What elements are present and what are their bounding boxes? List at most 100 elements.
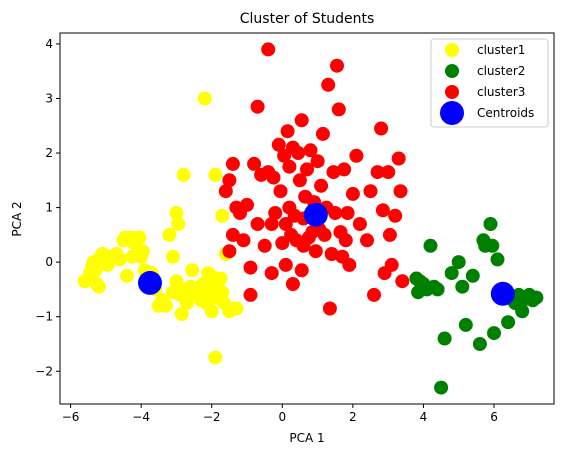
data-point-cluster3 (367, 287, 381, 302)
centroid-point (303, 202, 328, 227)
data-point-cluster2 (487, 326, 501, 341)
data-point-cluster2 (515, 304, 530, 319)
data-point-cluster3 (308, 244, 323, 259)
data-point-cluster3 (395, 274, 410, 289)
x-tick-label: 2 (349, 410, 357, 424)
centroid-point (138, 270, 162, 295)
data-point-cluster1 (88, 263, 103, 278)
legend-marker (445, 43, 459, 57)
legend-label: Centroids (477, 106, 534, 120)
data-point-cluster2 (451, 255, 466, 270)
x-tick-label: 6 (490, 410, 498, 424)
data-point-cluster3 (271, 137, 286, 152)
data-point-cluster3 (261, 42, 276, 57)
data-point-cluster3 (322, 301, 337, 316)
data-point-cluster3 (381, 165, 396, 180)
data-point-cluster3 (218, 184, 233, 199)
data-point-cluster1 (169, 206, 184, 220)
data-point-cluster1 (208, 350, 223, 365)
data-point-cluster1 (174, 307, 189, 321)
data-point-cluster1 (213, 271, 228, 286)
legend-label: cluster1 (477, 43, 525, 57)
data-point-cluster3 (374, 121, 389, 136)
data-point-cluster3 (264, 217, 279, 231)
data-point-cluster3 (273, 184, 288, 199)
data-point-cluster3 (328, 206, 343, 220)
data-point-cluster3 (243, 260, 258, 275)
data-point-cluster3 (303, 143, 318, 158)
legend-marker (445, 85, 459, 99)
x-tick-label: 4 (420, 410, 428, 424)
plot-frame (59, 32, 555, 405)
legend: cluster1 cluster2 cluster3 Centroids (430, 38, 549, 128)
data-point-cluster1 (176, 167, 191, 182)
data-point-cluster3 (388, 208, 403, 223)
data-point-cluster2 (485, 238, 500, 253)
data-point-cluster1 (113, 252, 127, 267)
data-point-cluster3 (342, 257, 357, 272)
data-point-cluster3 (340, 206, 355, 220)
data-point-cluster3 (236, 233, 251, 248)
data-point-cluster3 (317, 227, 332, 242)
data-point-cluster3 (324, 247, 339, 261)
data-point-cluster2 (444, 266, 459, 281)
data-point-cluster3 (292, 173, 307, 188)
data-point-cluster3 (393, 184, 408, 199)
data-point-cluster2 (472, 337, 487, 351)
data-point-cluster3 (280, 124, 295, 139)
data-point-cluster3 (349, 148, 364, 163)
chart-title: Cluster of Students (240, 11, 375, 27)
data-point-cluster3 (370, 165, 385, 180)
data-point-cluster1 (158, 298, 173, 313)
x-tick-label: 0 (278, 410, 286, 424)
y-tick-label: 0 (45, 255, 53, 269)
data-point-cluster2 (490, 252, 505, 267)
y-tick-label: 2 (45, 146, 53, 160)
data-point-cluster1 (229, 301, 244, 316)
data-point-cluster3 (294, 113, 309, 128)
data-point-cluster3 (321, 77, 336, 92)
data-point-cluster3 (345, 186, 360, 201)
data-point-cluster3 (326, 165, 341, 180)
data-point-cluster1 (132, 230, 147, 245)
data-point-cluster3 (243, 287, 258, 302)
x-tick-label: −2 (203, 410, 221, 424)
data-point-cluster3 (225, 227, 240, 242)
data-point-cluster1 (215, 208, 230, 223)
data-point-cluster2 (458, 317, 473, 332)
centroid-point (490, 281, 515, 306)
data-point-cluster1 (197, 91, 212, 106)
data-point-cluster1 (135, 244, 150, 259)
data-point-cluster3 (222, 173, 237, 188)
x-axis-title: PCA 1 (289, 431, 324, 445)
data-point-cluster2 (483, 217, 498, 231)
data-point-cluster3 (338, 233, 353, 248)
data-point-cluster3 (264, 266, 279, 281)
data-point-cluster1 (162, 227, 177, 242)
data-point-cluster3 (352, 217, 367, 231)
y-tick-label: −1 (35, 310, 53, 324)
data-point-cluster1 (204, 304, 219, 319)
data-point-cluster2 (434, 380, 449, 395)
y-axis: −2 −1 0 1 2 3 4 (35, 37, 60, 378)
data-point-cluster3 (240, 197, 254, 212)
data-point-cluster2 (455, 279, 470, 294)
y-axis-title: PCA 2 (10, 201, 24, 236)
y-tick-label: 1 (45, 201, 53, 215)
data-point-cluster3 (384, 257, 399, 272)
data-point-cluster3 (278, 217, 293, 231)
data-point-cluster1 (171, 217, 186, 231)
data-point-cluster3 (247, 156, 262, 171)
data-point-cluster3 (257, 238, 272, 253)
data-point-cluster3 (382, 227, 397, 242)
data-point-cluster1 (165, 249, 180, 264)
data-point-cluster3 (330, 58, 344, 73)
data-point-cluster3 (285, 277, 300, 291)
data-point-cluster3 (222, 244, 237, 259)
data-point-cluster3 (291, 146, 306, 160)
data-point-cluster1 (215, 285, 230, 300)
data-point-cluster3 (225, 156, 240, 171)
data-point-cluster1 (120, 268, 134, 283)
data-point-cluster3 (337, 162, 352, 177)
